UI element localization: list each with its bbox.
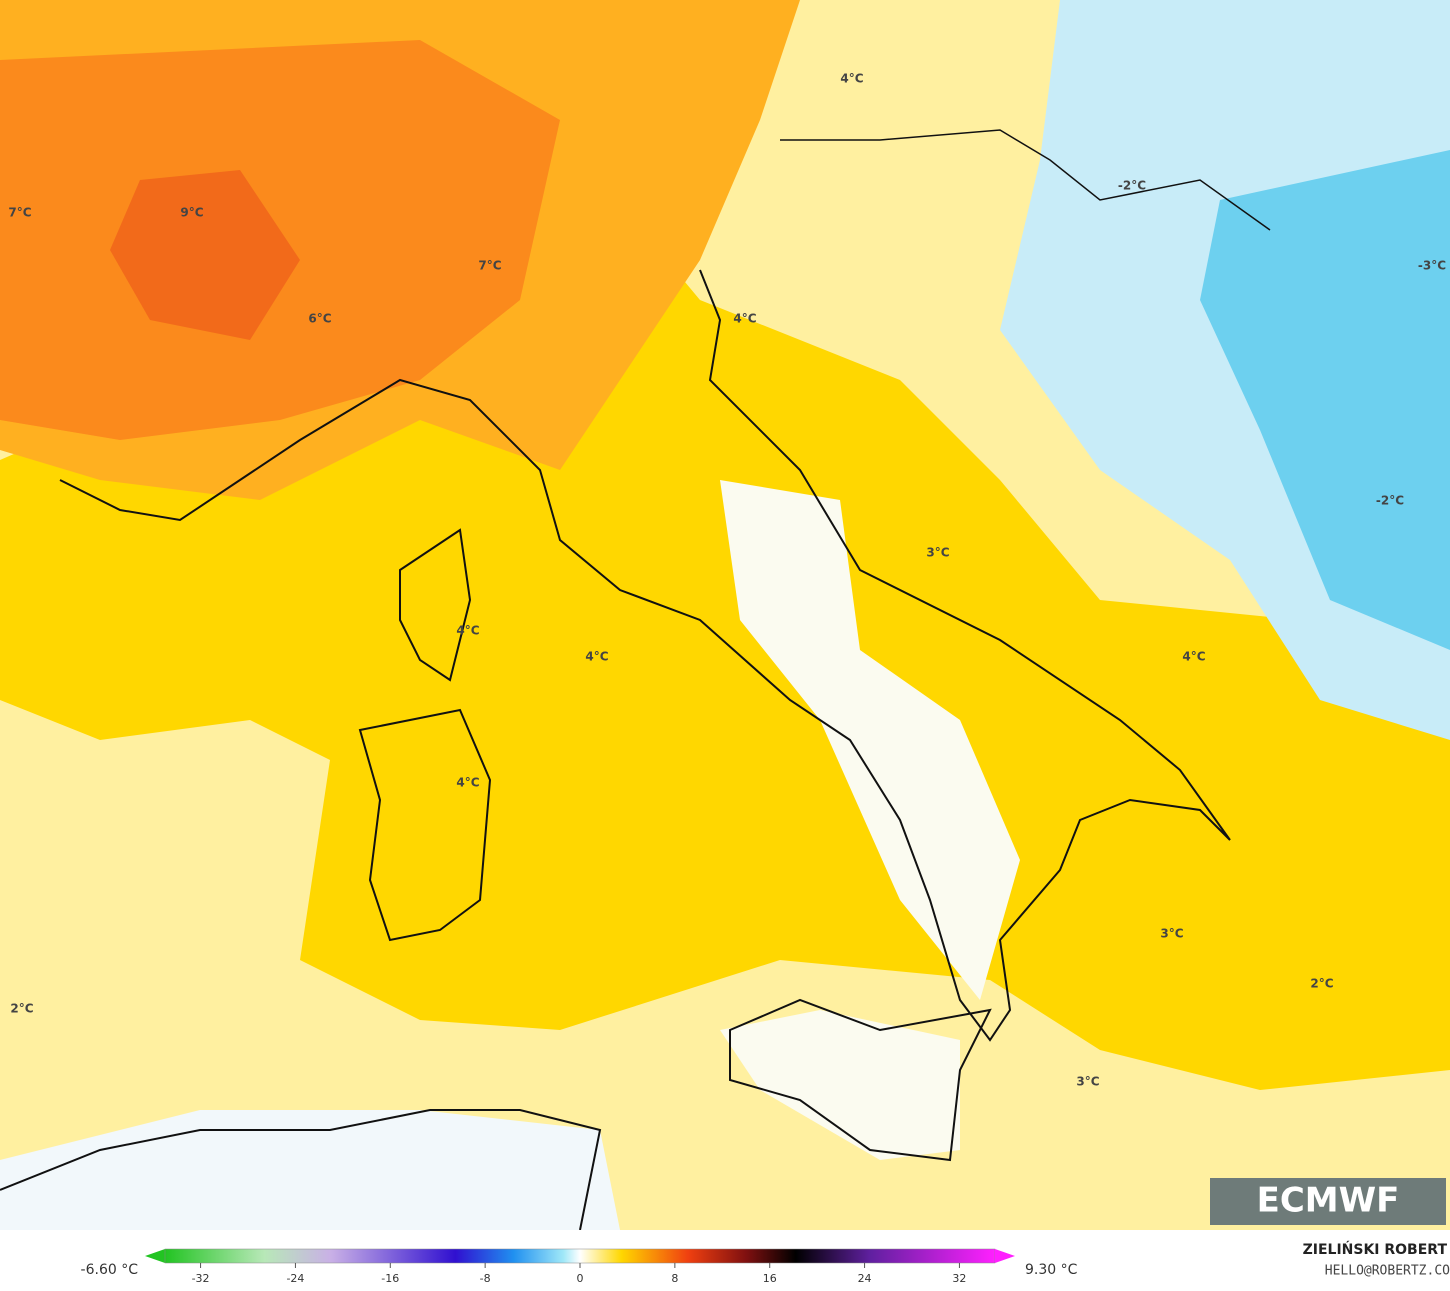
logo: ECMWF <box>1257 1181 1400 1221</box>
colorbar: -32 -24 -16 -8 0 8 16 24 32 <box>145 1248 1015 1285</box>
temperature-label: -2°C <box>1118 179 1146 193</box>
colorbar-tick-label: 32 <box>952 1272 966 1285</box>
colorbar-tick-label: 24 <box>858 1272 872 1285</box>
max-label: 9.30 °C <box>1025 1262 1078 1278</box>
temperature-label: 9°C <box>180 206 203 220</box>
temperature-label: 4°C <box>1182 650 1205 664</box>
temperature-label: 2°C <box>1310 977 1333 991</box>
temperature-label: 4°C <box>733 312 756 326</box>
map-labels: 7°C 9°C 7°C 6°C 4°C -2°C -3°C 4°C 3°C -2°C 4°C 4°C 4… <box>8 72 1446 1089</box>
temperature-label: 4°C <box>456 624 479 638</box>
colorbar-tick-label: 8 <box>671 1272 678 1285</box>
email: HELLO@ROBERTZ.CO <box>1325 1264 1450 1279</box>
temperature-label: 6°C <box>308 312 331 326</box>
colorbar-tick-label: -16 <box>381 1272 399 1285</box>
colorbar-tick-label: -8 <box>480 1272 491 1285</box>
author: ZIELIŃSKI ROBERT <box>1303 1240 1448 1258</box>
temperature-label: 7°C <box>478 259 501 273</box>
temperature-label: 7°C <box>8 206 31 220</box>
temperature-label: 4°C <box>456 776 479 790</box>
colorbar-tick-label: -32 <box>192 1272 210 1285</box>
temperature-label: -2°C <box>1376 494 1404 508</box>
temperature-label: 4°C <box>840 72 863 86</box>
temperature-label: 3°C <box>926 546 949 560</box>
min-label: -6.60 °C <box>81 1262 139 1278</box>
temperature-label: 4°C <box>585 650 608 664</box>
temperature-label: 3°C <box>1160 927 1183 941</box>
colorbar-tick-label: 0 <box>577 1272 584 1285</box>
temperature-label: 2°C <box>10 1002 33 1016</box>
temperature-label: 3°C <box>1076 1075 1099 1089</box>
logo-box <box>1210 1178 1446 1225</box>
temperature-label: -3°C <box>1418 259 1446 273</box>
colorbar-tick-label: 16 <box>763 1272 777 1285</box>
map: 7°C 9°C 7°C 6°C 4°C -2°C -3°C 4°C 3°C -2°C 4°C 4°C 4… <box>0 0 1450 1231</box>
colorbar-tick-label: -24 <box>286 1272 304 1285</box>
